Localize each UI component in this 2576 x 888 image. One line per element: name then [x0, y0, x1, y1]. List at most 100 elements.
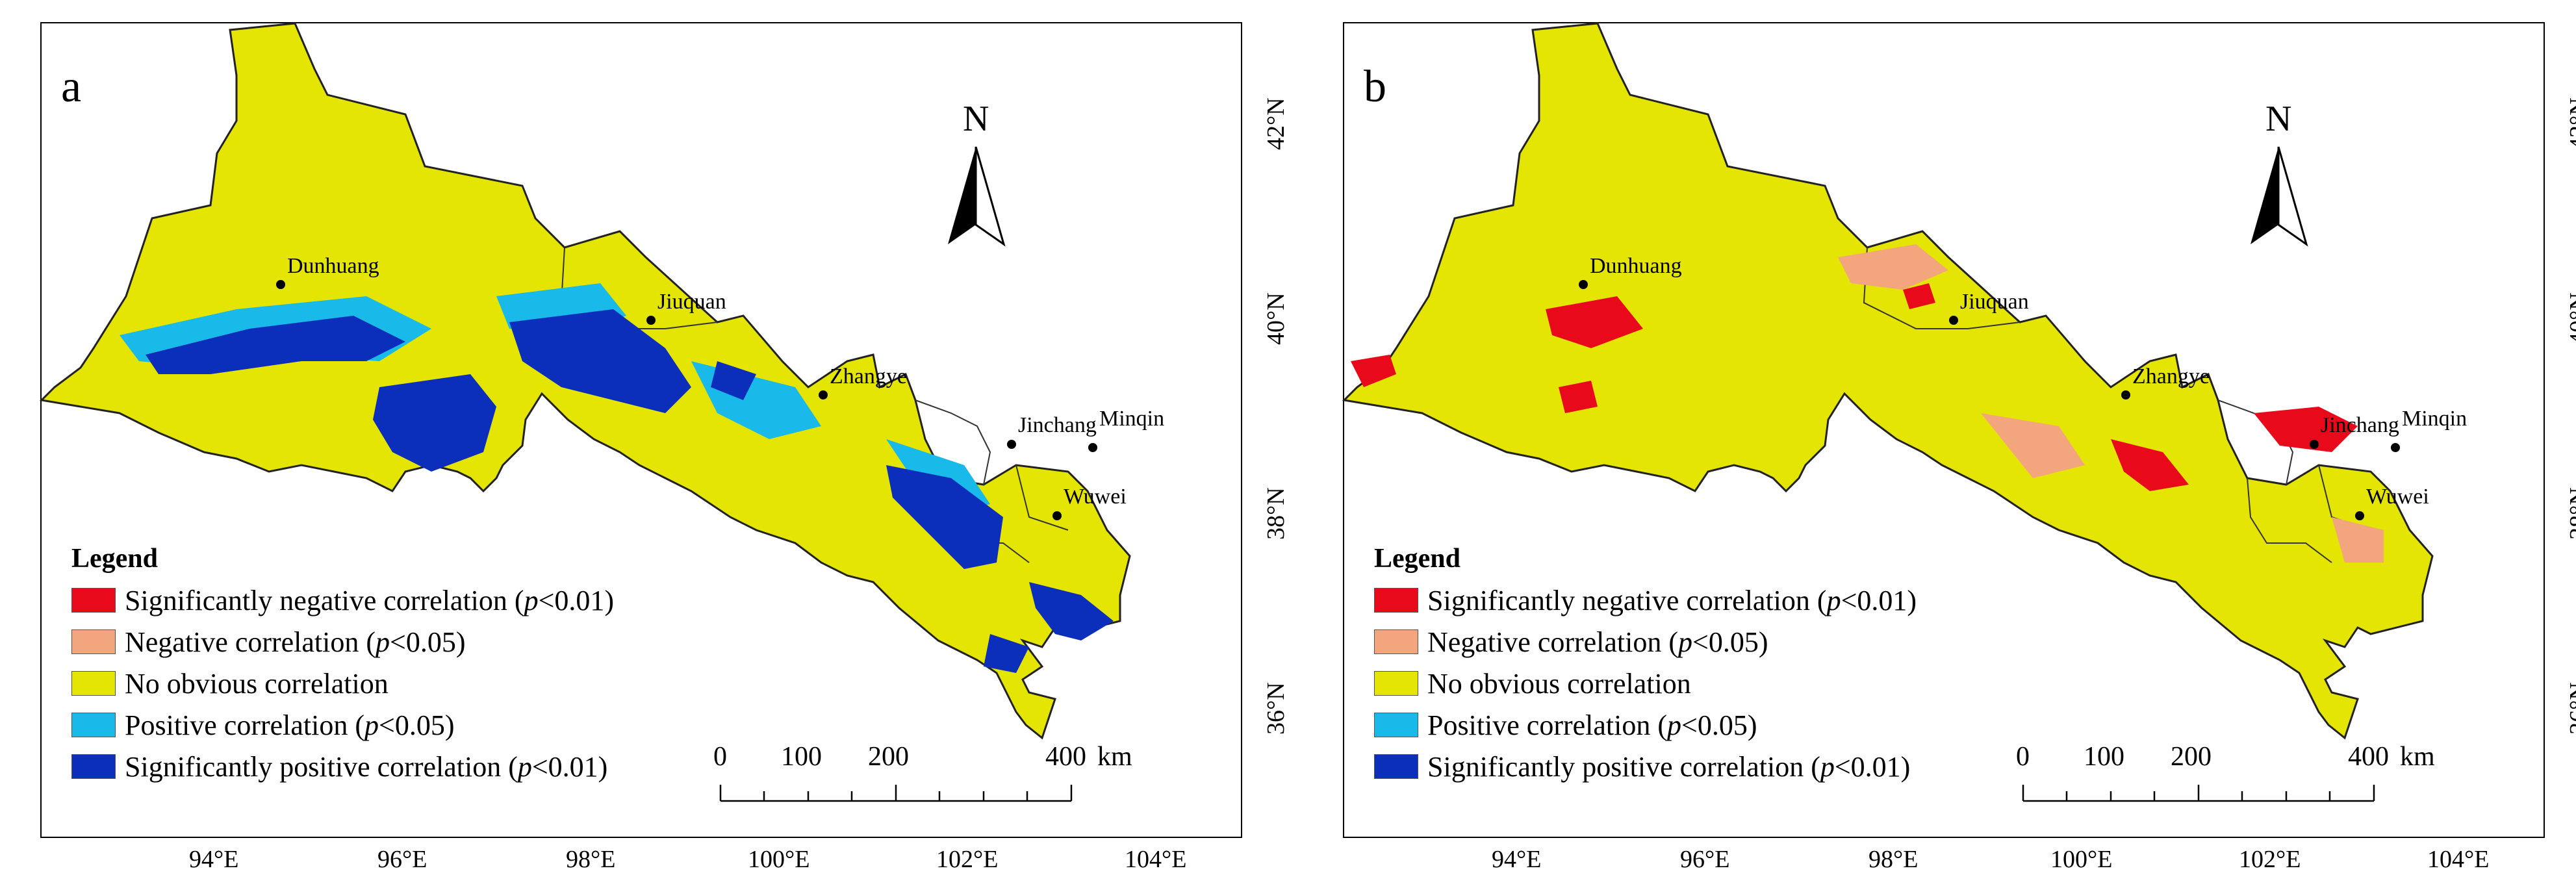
scale-label-0: 0 [713, 742, 727, 772]
lon-tick-label: 104°E [1125, 846, 1187, 873]
map-panel-b: b 42°N 40°N 38°N 36°N 94°E 96°E 98°E 100… [1342, 22, 2576, 873]
legend-swatch [1374, 629, 1418, 654]
lat-tick-label: 42°N [1262, 97, 1290, 150]
legend-text-p: p [364, 709, 379, 741]
lon-tick-label: 102°E [2239, 846, 2301, 873]
lon-tick-label: 104°E [2427, 846, 2490, 873]
legend-text-suffix: <0.05) [390, 626, 466, 658]
legend-text-suffix: <0.05) [1681, 709, 1757, 741]
legend-text-suffix: <0.05) [379, 709, 455, 741]
legend-text-prefix: Significantly negative correlation ( [1427, 584, 1827, 616]
legend-text-p: p [376, 626, 390, 658]
legend-text-p: p [1826, 584, 1841, 616]
legend-title: Legend [1374, 544, 1461, 574]
lon-tick-label: 102°E [936, 846, 999, 873]
scale-unit: km [2400, 742, 2435, 772]
legend-swatch [71, 713, 116, 737]
legend-text-suffix: <0.01) [1841, 584, 1917, 616]
city-label-jiuquan: Jiuquan [1960, 290, 2029, 314]
legend-swatch [1374, 713, 1418, 737]
lon-tick-label: 100°E [2050, 846, 2113, 873]
legend-text-prefix: Significantly positive correlation ( [1427, 750, 1820, 783]
legend-item: Significantly negative correlation (p <0.… [71, 579, 614, 621]
city-label-jinchang: Jinchang [2321, 413, 2399, 437]
scale-label-0: 0 [2016, 742, 2030, 772]
legend-item: Negative correlation (p <0.05) [71, 621, 614, 663]
scale-label-200: 200 [2171, 742, 2212, 772]
legend-item: Significantly negative correlation (p <0.… [1374, 579, 1917, 621]
legend-item: Positive correlation (p <0.05) [71, 704, 614, 746]
legend-text-prefix: Significantly negative correlation ( [125, 584, 524, 616]
legend-item: Significantly positive correlation (p <0.… [1374, 746, 1917, 787]
legend-text-p: p [1667, 709, 1682, 741]
significant-negative-areas [1351, 283, 2358, 491]
legend-item: Negative correlation (p <0.05) [1374, 621, 1917, 663]
legend-swatch [71, 754, 116, 779]
lon-tick-label: 100°E [748, 846, 810, 873]
scale-label-100: 100 [2084, 742, 2124, 772]
legend-text-prefix: Significantly positive correlation ( [125, 750, 518, 783]
lat-tick-label: 36°N [1262, 682, 1290, 735]
scale-label-400: 400 [1045, 742, 1086, 772]
lon-tick-label: 96°E [1680, 846, 1730, 873]
legend-text-prefix: Negative correlation ( [1427, 626, 1679, 658]
scale-label-100: 100 [781, 742, 822, 772]
lat-tick-label: 40°N [2565, 292, 2576, 345]
legend-item: Significantly positive correlation (p <0.… [71, 746, 614, 787]
legend-text-prefix: Positive correlation ( [1427, 709, 1668, 741]
county-boundary [1015, 464, 1069, 531]
lon-tick-label: 94°E [1492, 846, 1542, 873]
city-label-zhangye: Zhangye [830, 364, 907, 388]
scale-label-400: 400 [2348, 742, 2389, 772]
city-label-wuwei: Wuwei [1064, 485, 1127, 509]
county-boundary [2247, 477, 2332, 563]
lat-tick-label: 36°N [2565, 682, 2576, 735]
city-label-minqin: Minqin [2402, 407, 2468, 431]
legend-text-p: p [1678, 626, 1693, 658]
legend: Legend Significantly negative correlatio… [71, 543, 614, 787]
lon-tick-label: 98°E [1868, 846, 1919, 873]
legend-text-p: p [1820, 750, 1835, 783]
legend-text-suffix: <0.05) [1692, 626, 1768, 658]
lat-tick-label: 42°N [2565, 97, 2576, 150]
city-label-dunhuang: Dunhuang [287, 254, 379, 278]
legend-swatch [71, 629, 116, 654]
city-label-zhangye: Zhangye [2132, 364, 2210, 388]
county-boundary [915, 400, 991, 485]
legend-swatch [71, 588, 116, 613]
scale-label-200: 200 [868, 742, 909, 772]
legend-swatch [1374, 754, 1418, 779]
legend-item: No obvious correlation [1374, 663, 1917, 704]
map-canvas-b [1342, 22, 2434, 740]
legend-text-suffix: <0.01) [531, 750, 608, 783]
legend-text-p: p [524, 584, 539, 616]
lat-tick-label: 38°N [2565, 487, 2576, 540]
legend-swatch [71, 671, 116, 696]
legend-item: No obvious correlation [71, 663, 614, 704]
legend-text-prefix: Positive correlation ( [125, 709, 365, 741]
city-label-jinchang: Jinchang [1018, 413, 1097, 437]
north-arrow-label: N [2265, 99, 2292, 139]
lon-tick-label: 96°E [377, 846, 427, 873]
legend-text-suffix: <0.01) [1834, 750, 1911, 783]
lat-tick-label: 40°N [1262, 292, 1290, 345]
legend-swatch [1374, 588, 1418, 613]
city-label-jiuquan: Jiuquan [657, 290, 726, 314]
panel-letter: b [1364, 62, 1386, 112]
panel-letter: a [61, 62, 82, 112]
legend-item: Positive correlation (p <0.05) [1374, 704, 1917, 746]
legend-text-prefix: No obvious correlation [1427, 667, 1691, 700]
city-label-wuwei: Wuwei [2366, 485, 2429, 509]
lon-tick-label: 98°E [566, 846, 616, 873]
legend-text-prefix: Negative correlation ( [125, 626, 376, 658]
significant-positive-areas [146, 309, 1114, 673]
scale-unit: km [1097, 742, 1132, 772]
legend-swatch [1374, 671, 1418, 696]
lat-tick-label: 38°N [1262, 487, 1290, 540]
city-label-dunhuang: Dunhuang [1590, 254, 1682, 278]
city-label-minqin: Minqin [1099, 407, 1165, 431]
legend-text-suffix: <0.01) [538, 584, 615, 616]
legend: Legend Significantly negative correlatio… [1374, 543, 1917, 787]
legend-title: Legend [71, 544, 159, 574]
negative-correlation-areas [1838, 244, 2384, 563]
